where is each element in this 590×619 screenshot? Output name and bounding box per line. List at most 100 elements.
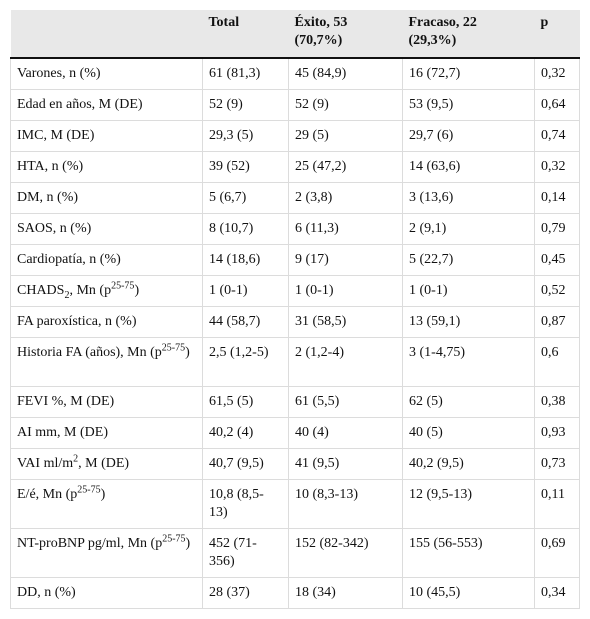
header-fracaso: Fracaso, 22 (29,3%): [402, 10, 535, 59]
header-exito: Éxito, 53 (70,7%): [288, 10, 403, 59]
row-label: FEVI %, M (DE): [10, 386, 203, 418]
row-label: Cardiopatía, n (%): [10, 244, 203, 276]
cell-p: 0,79: [534, 213, 580, 245]
cell-total: 1 (0-1): [202, 275, 289, 307]
cell-total: 8 (10,7): [202, 213, 289, 245]
row-label: HTA, n (%): [10, 151, 203, 183]
row-label-text: ): [100, 487, 106, 502]
row-label: E/é, Mn (p25-75): [10, 479, 203, 529]
cell-total: 10,8 (8,5-13): [202, 479, 289, 529]
row-label-text: , M (DE): [78, 456, 130, 471]
cell-total: 39 (52): [202, 151, 289, 183]
row-label-text: ): [134, 283, 140, 298]
table-row: NT-proBNP pg/ml, Mn (p25-75) 452 (71-356…: [10, 528, 580, 578]
cell-p: 0,87: [534, 306, 580, 338]
cell-fracaso: 62 (5): [402, 386, 535, 418]
row-label-text: CHADS: [17, 283, 65, 298]
cell-total: 61 (81,3): [202, 58, 289, 90]
cell-exito: 61 (5,5): [288, 386, 403, 418]
cell-p: 0,64: [534, 89, 580, 121]
cell-fracaso: 155 (56-553): [402, 528, 535, 578]
cell-p: 0,11: [534, 479, 580, 529]
cell-total: 44 (58,7): [202, 306, 289, 338]
row-label-subscript: 2: [64, 289, 70, 301]
row-label-text: NT-proBNP pg/ml, Mn (p: [17, 536, 163, 551]
cell-fracaso: 14 (63,6): [402, 151, 535, 183]
cell-fracaso: 3 (13,6): [402, 182, 535, 214]
cell-fracaso: 40 (5): [402, 417, 535, 449]
table-row: FEVI %, M (DE) 61,5 (5) 61 (5,5) 62 (5) …: [10, 386, 580, 418]
cell-exito: 2 (1,2-4): [288, 337, 403, 387]
header-variable: [10, 10, 203, 59]
cell-exito: 25 (47,2): [288, 151, 403, 183]
row-label: FA paroxística, n (%): [10, 306, 203, 338]
table-row: Historia FA (años), Mn (p25-75) 2,5 (1,2…: [10, 337, 580, 387]
row-label-superscript: 25-75: [77, 484, 101, 496]
cell-total: 52 (9): [202, 89, 289, 121]
cell-total: 5 (6,7): [202, 182, 289, 214]
cell-exito: 31 (58,5): [288, 306, 403, 338]
cell-total: 29,3 (5): [202, 120, 289, 152]
cell-p: 0,14: [534, 182, 580, 214]
row-label-superscript: 2: [73, 453, 79, 465]
results-table-container: Total Éxito, 53 (70,7%) Fracaso, 22 (29,…: [10, 10, 580, 609]
row-label-superscript: 25-75: [111, 280, 135, 292]
cell-exito: 41 (9,5): [288, 448, 403, 480]
row-label-text: E/é, Mn (p: [17, 487, 78, 502]
row-label: CHADS2, Mn (p25-75): [10, 275, 203, 307]
table-row: E/é, Mn (p25-75) 10,8 (8,5-13) 10 (8,3-1…: [10, 479, 580, 529]
table-row: HTA, n (%) 39 (52) 25 (47,2) 14 (63,6) 0…: [10, 151, 580, 183]
cell-total: 452 (71-356): [202, 528, 289, 578]
row-label-text: Historia FA (años), Mn (p: [17, 345, 162, 360]
row-label: Varones, n (%): [10, 58, 203, 90]
row-label-superscript: 25-75: [161, 342, 186, 354]
cell-p: 0,45: [534, 244, 580, 276]
cell-p: 0,32: [534, 151, 580, 183]
cell-fracaso: 16 (72,7): [402, 58, 535, 90]
cell-exito: 9 (17): [288, 244, 403, 276]
cell-fracaso: 40,2 (9,5): [402, 448, 535, 480]
table-row: Cardiopatía, n (%) 14 (18,6) 9 (17) 5 (2…: [10, 244, 580, 276]
cell-exito: 40 (4): [288, 417, 403, 449]
cell-fracaso: 10 (45,5): [402, 577, 535, 609]
cell-exito: 29 (5): [288, 120, 403, 152]
table-row: CHADS2, Mn (p25-75) 1 (0-1) 1 (0-1) 1 (0…: [10, 275, 580, 307]
cell-exito: 1 (0-1): [288, 275, 403, 307]
cell-exito: 2 (3,8): [288, 182, 403, 214]
header-fracaso-line1: Fracaso, 22: [408, 15, 477, 30]
cell-fracaso: 5 (22,7): [402, 244, 535, 276]
cell-total: 61,5 (5): [202, 386, 289, 418]
table-row: Edad en años, M (DE) 52 (9) 52 (9) 53 (9…: [10, 89, 580, 121]
cell-total: 2,5 (1,2-5): [202, 337, 289, 387]
row-label: DD, n (%): [10, 577, 203, 609]
row-label: VAI ml/m2, M (DE): [10, 448, 203, 480]
row-label-text: VAI ml/m: [17, 456, 74, 471]
cell-exito: 6 (11,3): [288, 213, 403, 245]
cell-p: 0,73: [534, 448, 580, 480]
header-p: p: [534, 10, 580, 59]
cell-total: 28 (37): [202, 577, 289, 609]
row-label: Edad en años, M (DE): [10, 89, 203, 121]
cell-exito: 45 (84,9): [288, 58, 403, 90]
row-label: NT-proBNP pg/ml, Mn (p25-75): [10, 528, 203, 578]
header-exito-line1: Éxito, 53: [294, 15, 348, 30]
row-label-text: ): [185, 536, 191, 551]
table-row: IMC, M (DE) 29,3 (5) 29 (5) 29,7 (6) 0,7…: [10, 120, 580, 152]
table-row: FA paroxística, n (%) 44 (58,7) 31 (58,5…: [10, 306, 580, 338]
table-row: SAOS, n (%) 8 (10,7) 6 (11,3) 2 (9,1) 0,…: [10, 213, 580, 245]
cell-p: 0,32: [534, 58, 580, 90]
cell-fracaso: 13 (59,1): [402, 306, 535, 338]
results-table: Total Éxito, 53 (70,7%) Fracaso, 22 (29,…: [10, 10, 580, 609]
cell-fracaso: 1 (0-1): [402, 275, 535, 307]
table-row: DD, n (%) 28 (37) 18 (34) 10 (45,5) 0,34: [10, 577, 580, 609]
table-row: AI mm, M (DE) 40,2 (4) 40 (4) 40 (5) 0,9…: [10, 417, 580, 449]
cell-p: 0,69: [534, 528, 580, 578]
header-fracaso-line2: (29,3%): [408, 33, 457, 48]
row-label: AI mm, M (DE): [10, 417, 203, 449]
cell-exito: 52 (9): [288, 89, 403, 121]
cell-p: 0,74: [534, 120, 580, 152]
cell-fracaso: 12 (9,5-13): [402, 479, 535, 529]
cell-total: 40,7 (9,5): [202, 448, 289, 480]
row-label: SAOS, n (%): [10, 213, 203, 245]
table-row: Varones, n (%) 61 (81,3) 45 (84,9) 16 (7…: [10, 58, 580, 90]
